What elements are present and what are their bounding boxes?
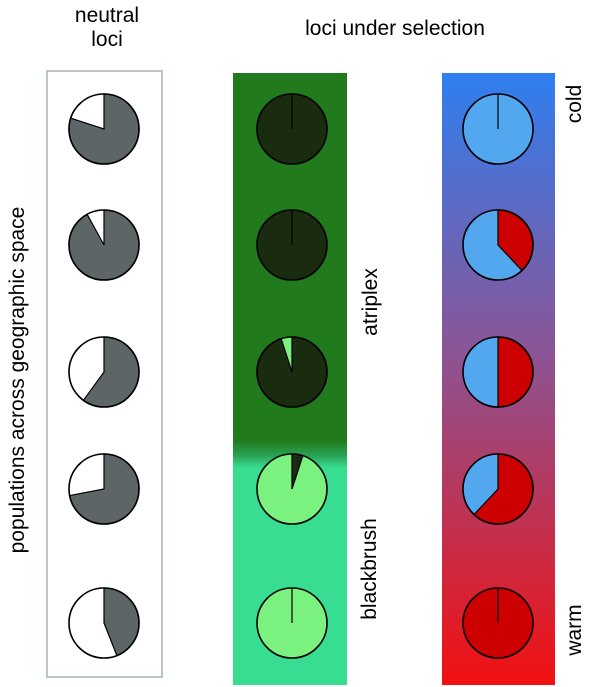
habitat-loci-panel [233,73,347,685]
habitat-pie-5-outline [256,587,328,659]
temperature-pie-5-outline [462,587,534,659]
neutral-title-line1: neutral [74,4,140,27]
habitat-pie-4 [256,453,328,525]
temperature-pie-3-outline [462,336,534,408]
temperature-loci-panel [442,73,555,685]
habitat-pie-1-outline [256,93,328,165]
neutral-title-line2: loci [91,28,123,52]
populations-axis-label: populations across geographic space [6,206,29,554]
neutral-pie-1-outline [68,93,140,165]
neutral-pie-4-outline [68,453,140,525]
temperature-pie-4-outline [462,453,534,525]
neutral-pie-5-outline [68,587,140,659]
neutral-loci-panel [46,70,163,678]
temperature-pie-1 [462,93,534,165]
blackbrush-label: blackbrush [358,518,381,620]
neutral-pie-2 [68,209,140,281]
atriplex-label: atriplex [359,268,382,336]
neutral-pie-5 [68,587,140,659]
warm-label: warm [563,604,586,656]
temperature-pie-1-outline [462,93,534,165]
neutral-pie-4 [68,453,140,525]
neutral-pies [68,93,140,659]
habitat-pie-1 [256,93,328,165]
temperature-pie-5 [462,587,534,659]
temperature-pie-2 [462,209,534,281]
neutral-pie-3 [68,336,140,408]
habitat-pie-3 [256,336,328,408]
neutral-loci-title: neutral loci [52,4,162,52]
habitat-pie-4-outline [256,453,328,525]
selection-loci-title: loci under selection [305,17,485,40]
neutral-pie-1 [68,93,140,165]
habitat-pie-2-outline [256,209,328,281]
temperature-pie-4 [462,453,534,525]
temperature-pies [442,73,555,685]
neutral-pie-3-outline [68,336,140,408]
temperature-pie-3 [462,336,534,408]
temperature-pie-2-outline [462,209,534,281]
habitat-pie-3-outline [256,336,328,408]
habitat-pie-2 [256,209,328,281]
habitat-pies [233,73,347,685]
neutral-pie-2-outline [68,209,140,281]
habitat-pie-5 [256,587,328,659]
cold-label: cold [563,84,586,124]
